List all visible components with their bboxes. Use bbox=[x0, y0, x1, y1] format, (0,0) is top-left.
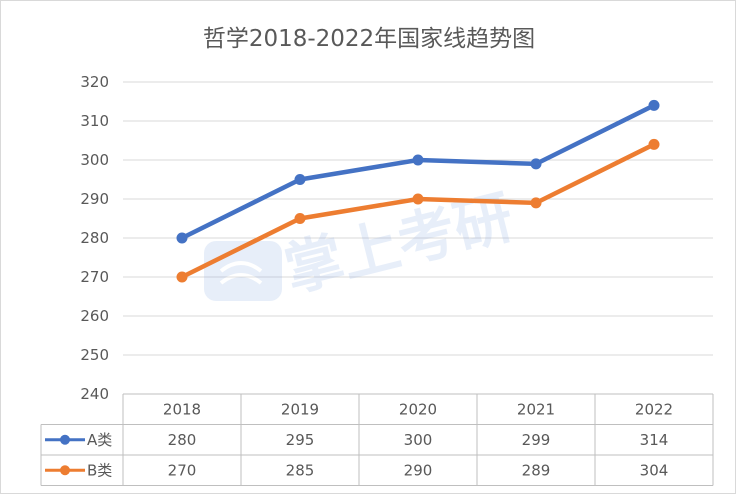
data-point bbox=[648, 138, 660, 150]
x-category-label: 2018 bbox=[163, 400, 201, 418]
data-table-value: 280 bbox=[168, 431, 197, 449]
y-tick-label: 270 bbox=[80, 268, 109, 286]
legend-marker bbox=[60, 434, 70, 445]
data-point bbox=[176, 232, 188, 244]
y-tick-label: 280 bbox=[80, 229, 109, 247]
data-point bbox=[412, 193, 424, 205]
y-axis-ticks: 320 310 300 290 280 270 260 250 240 bbox=[80, 73, 109, 403]
x-category-label: 2020 bbox=[399, 400, 437, 418]
data-point bbox=[530, 197, 542, 209]
data-table-value: 270 bbox=[168, 461, 197, 479]
y-tick-label: 300 bbox=[80, 151, 109, 169]
data-table-value: 304 bbox=[640, 461, 669, 479]
x-category-label: 2019 bbox=[281, 400, 319, 418]
data-point bbox=[294, 213, 306, 224]
data-table-value: 300 bbox=[404, 431, 433, 449]
legend-series-name: B类 bbox=[87, 461, 112, 479]
data-table-value: 285 bbox=[286, 461, 315, 479]
data-point bbox=[294, 174, 306, 185]
data-table-value: 290 bbox=[404, 461, 433, 479]
data-point bbox=[530, 158, 542, 170]
data-table-value: 295 bbox=[286, 431, 315, 449]
data-table-value: 299 bbox=[522, 431, 551, 449]
data-point bbox=[412, 154, 424, 166]
legend-series-name: A类 bbox=[87, 431, 112, 449]
x-category-label: 2021 bbox=[517, 400, 555, 418]
data-table-value: 289 bbox=[522, 461, 551, 479]
data-point bbox=[648, 99, 660, 111]
y-tick-label: 320 bbox=[80, 73, 109, 91]
y-tick-label: 260 bbox=[80, 307, 109, 325]
data-point bbox=[176, 271, 188, 283]
y-tick-label: 310 bbox=[80, 112, 109, 130]
data-table: 2018 2019 2020 2021 2022 A类 280 295 300 299 314 B类 2… bbox=[40, 393, 714, 486]
series-lines bbox=[176, 99, 660, 283]
y-tick-label: 250 bbox=[80, 346, 109, 364]
y-tick-label: 240 bbox=[80, 385, 109, 403]
y-tick-label: 290 bbox=[80, 190, 109, 208]
chart-title: 哲学2018-2022年国家线趋势图 bbox=[203, 26, 535, 52]
legend-marker bbox=[60, 465, 70, 476]
data-table-value: 314 bbox=[640, 431, 669, 449]
x-category-label: 2022 bbox=[635, 400, 673, 418]
